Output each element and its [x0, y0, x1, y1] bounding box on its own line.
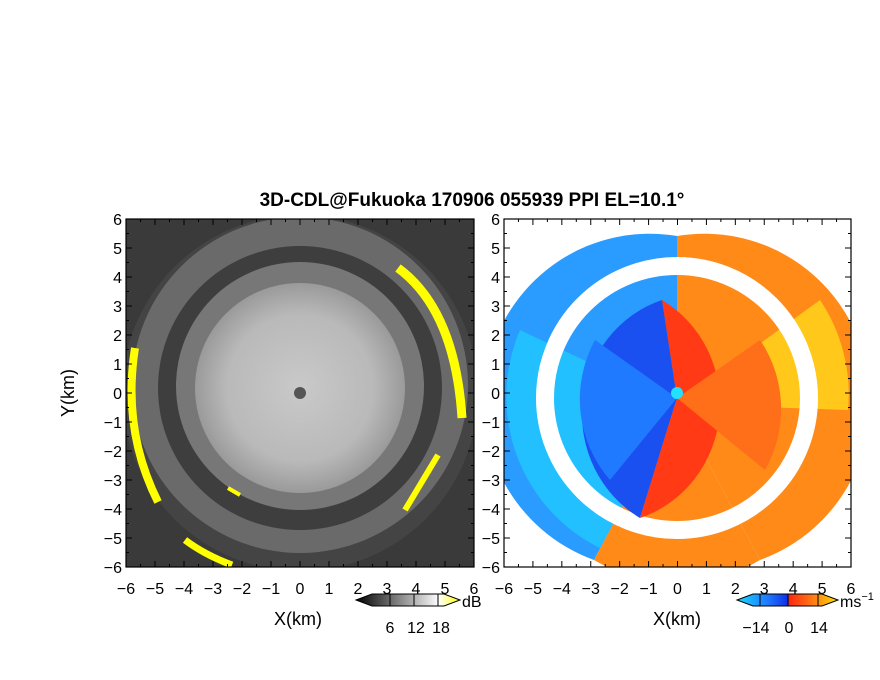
- x-tick-label: −1: [262, 581, 280, 598]
- snr-colorbar-unit: dB: [462, 594, 482, 611]
- velocity-image: [504, 219, 851, 567]
- radar-center-marker: [294, 387, 306, 399]
- x-tick-label: −2: [233, 581, 251, 598]
- x-tick-label: −1: [639, 581, 657, 598]
- x-tick-label: −6: [495, 581, 513, 598]
- x-tick-label: −3: [204, 581, 222, 598]
- y-tick-label: −5: [104, 531, 122, 548]
- x-tick-label: −5: [524, 581, 542, 598]
- velocity-panel: −6 −5 −4 −3 −2 −1 0 1 2 3 4 5 6 6 5 4 3 2 1 0 −1 −2 −3 −4 −5 −6 X…: [482, 212, 874, 637]
- velocity-colorbar-tick: −14: [742, 620, 769, 637]
- radar-center-marker: [671, 387, 683, 399]
- x-tick-label: 1: [702, 581, 711, 598]
- y-tick-label: −2: [482, 444, 500, 461]
- x-tick-label: 4: [412, 581, 421, 598]
- y-tick-label: 1: [113, 357, 122, 374]
- x-tick-label: −6: [117, 581, 135, 598]
- x-tick-label: 6: [470, 581, 479, 598]
- velocity-colorbar-unit: ms−1: [840, 591, 874, 611]
- x-tick-label: −5: [146, 581, 164, 598]
- velocity-x-axis-label: X(km): [653, 609, 701, 629]
- x-tick-label: 5: [441, 581, 450, 598]
- x-tick-label: 0: [673, 581, 682, 598]
- x-tick-label: 2: [354, 581, 363, 598]
- y-tick-label: 3: [491, 299, 500, 316]
- y-tick-label: −2: [104, 444, 122, 461]
- y-tick-label: 0: [491, 386, 500, 403]
- y-tick-label: −5: [482, 531, 500, 548]
- snr-colorbar-tick: 12: [407, 620, 425, 637]
- x-tick-label: 3: [383, 581, 392, 598]
- snr-x-axis-label: X(km): [274, 609, 322, 629]
- x-tick-label: −4: [175, 581, 193, 598]
- y-tick-label: 0: [113, 386, 122, 403]
- snr-y-axis-label: Y(km): [58, 369, 78, 417]
- velocity-colorbar: ms−1 −14 0 14: [735, 591, 874, 637]
- snr-colorbar-tick: 6: [386, 620, 395, 637]
- y-tick-label: 4: [491, 270, 500, 287]
- y-tick-label: −6: [482, 560, 500, 577]
- x-tick-label: 5: [818, 581, 827, 598]
- y-tick-label: −1: [482, 415, 500, 432]
- snr-axis-ticks: −6 −5 −4 −3 −2 −1 0 1 2 3 4 5 6 6 5 4 3 2 1 0 −1 −2 −3 −4 −5 −6: [104, 212, 479, 598]
- x-tick-label: 3: [760, 581, 769, 598]
- velocity-colorbar-tick: 14: [810, 620, 828, 637]
- velocity-colorbar-tick: 0: [785, 620, 794, 637]
- y-tick-label: −1: [104, 415, 122, 432]
- y-tick-label: 1: [491, 357, 500, 374]
- x-tick-label: 4: [789, 581, 798, 598]
- y-tick-label: 2: [491, 328, 500, 345]
- y-tick-label: 6: [491, 212, 500, 229]
- x-tick-label: −4: [553, 581, 571, 598]
- snr-colorbar-tick: 18: [432, 620, 450, 637]
- y-tick-label: 2: [113, 328, 122, 345]
- x-tick-label: 1: [325, 581, 334, 598]
- y-tick-label: −3: [104, 473, 122, 490]
- snr-colorbar: dB 6 12 18: [354, 593, 482, 637]
- y-tick-label: −3: [482, 473, 500, 490]
- y-tick-label: 5: [113, 241, 122, 258]
- x-tick-label: −2: [611, 581, 629, 598]
- y-tick-label: −4: [482, 502, 500, 519]
- y-tick-label: 6: [113, 212, 122, 229]
- y-tick-label: 5: [491, 241, 500, 258]
- y-tick-label: −6: [104, 560, 122, 577]
- velocity-axis-ticks: −6 −5 −4 −3 −2 −1 0 1 2 3 4 5 6 6 5 4 3 2 1 0 −1 −2 −3 −4 −5 −6: [482, 212, 856, 598]
- x-tick-label: 6: [847, 581, 856, 598]
- x-tick-label: 2: [731, 581, 740, 598]
- chart-title: 3D-CDL@Fukuoka 170906 055939 PPI EL=10.1…: [260, 190, 685, 211]
- x-tick-label: −3: [582, 581, 600, 598]
- x-tick-label: 0: [296, 581, 305, 598]
- y-tick-label: −4: [104, 502, 122, 519]
- y-tick-label: 4: [113, 270, 122, 287]
- snr-image: [126, 219, 474, 567]
- y-tick-label: 3: [113, 299, 122, 316]
